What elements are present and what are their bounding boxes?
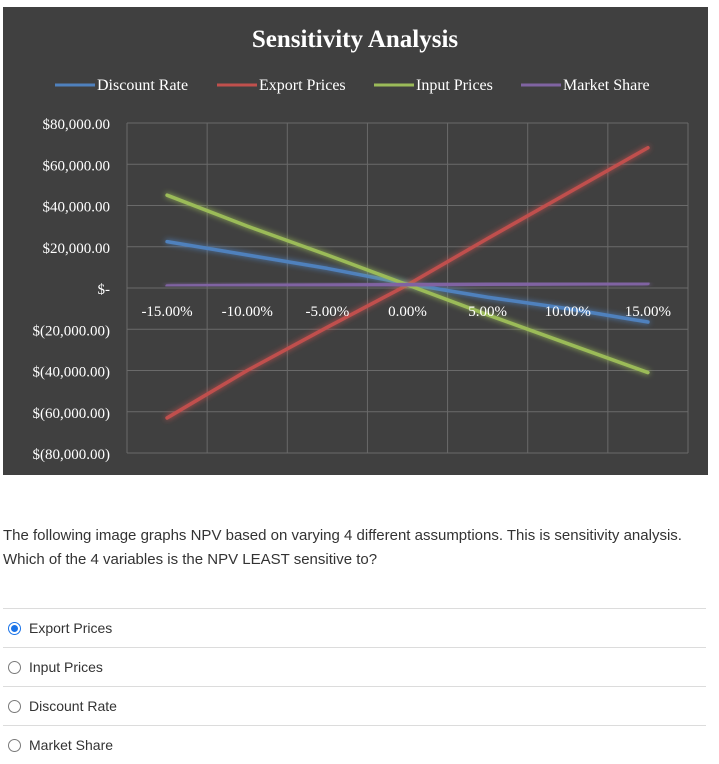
question-text: The following image graphs NPV based on … (3, 527, 682, 568)
option-label: Export Prices (29, 620, 113, 636)
option-label: Discount Rate (29, 698, 117, 714)
x-tick-label: -10.00% (222, 304, 273, 320)
series-line-market-share (165, 281, 650, 288)
x-tick-label: 10.00% (545, 304, 591, 320)
x-tick-label: 0.00% (388, 304, 427, 320)
chart-series (165, 146, 650, 420)
radio-button[interactable] (8, 621, 21, 635)
y-tick-label: $(80,000.00) (33, 447, 111, 463)
option-input-prices[interactable]: Input Prices (3, 647, 706, 686)
chart-background (3, 7, 708, 475)
radio-button[interactable] (8, 699, 21, 713)
chart-title: Sensitivity Analysis (252, 26, 459, 53)
chart-canvas: Sensitivity Analysis Discount Rate Export… (3, 7, 708, 475)
option-label: Market Share (29, 737, 114, 753)
y-tick-label: $40,000.00 (43, 200, 111, 216)
radio-button[interactable] (8, 738, 21, 752)
x-tick-label: 15.00% (625, 304, 671, 320)
legend-label-discount-rate: Discount Rate (97, 77, 188, 94)
chart-grid (126, 122, 689, 454)
sensitivity-chart: Sensitivity Analysis Discount Rate Export… (3, 7, 708, 475)
legend-label-market-share: Market Share (563, 77, 650, 94)
legend-label-export-prices: Export Prices (259, 77, 346, 94)
radio-button[interactable] (8, 660, 21, 674)
y-tick-label: $(60,000.00) (33, 406, 111, 422)
y-tick-label: $60,000.00 (43, 158, 111, 174)
y-tick-label: $80,000.00 (43, 117, 111, 133)
chart-legend: Discount Rate Export Prices Input Prices Ma… (55, 77, 650, 94)
legend-label-input-prices: Input Prices (416, 77, 493, 94)
x-axis-labels: -15.00% -10.00% -5.00% 0.00% 5.00% 10.00% 15.0… (141, 304, 671, 320)
y-tick-label: $- (98, 282, 111, 298)
x-tick-label: -15.00% (141, 304, 192, 320)
y-axis-labels: $80,000.00 $60,000.00 $40,000.00 $20,000.00… (33, 117, 111, 463)
answer-options: Export Prices Input Prices Discount Rate… (3, 608, 706, 764)
x-tick-label: -5.00% (305, 304, 349, 320)
y-tick-label: $(40,000.00) (33, 365, 111, 381)
option-export-prices[interactable]: Export Prices (3, 608, 706, 647)
option-label: Input Prices (29, 659, 103, 675)
y-tick-label: $20,000.00 (43, 241, 111, 257)
y-tick-label: $(20,000.00) (33, 323, 111, 339)
option-discount-rate[interactable]: Discount Rate (3, 686, 706, 725)
option-market-share[interactable]: Market Share (3, 725, 706, 764)
x-tick-label: 5.00% (468, 304, 507, 320)
